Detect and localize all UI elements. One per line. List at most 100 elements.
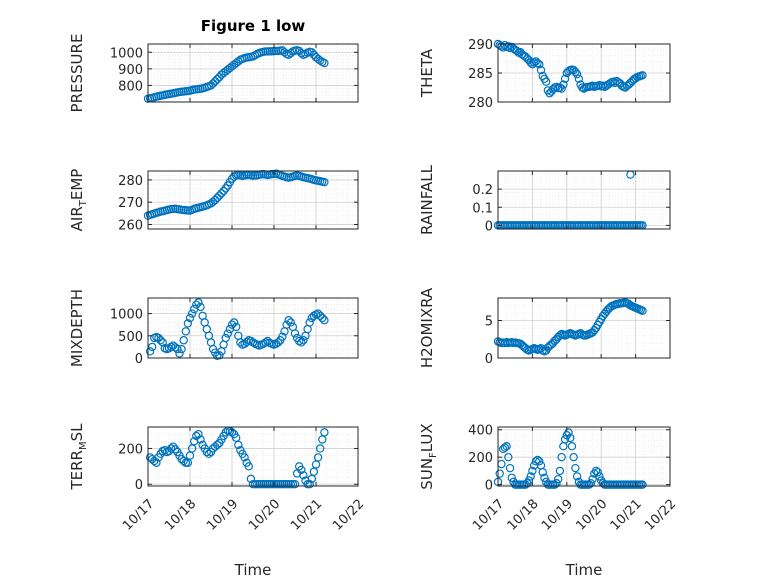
- data-point: [593, 468, 602, 477]
- data-point: [305, 480, 314, 489]
- data-point: [318, 313, 327, 323]
- data-point: [181, 327, 190, 336]
- y-tick-label: 900: [118, 63, 143, 78]
- y-tick-label: 280: [468, 96, 493, 111]
- x-tick-label: 10/17: [470, 497, 507, 534]
- data-point: [213, 74, 222, 84]
- data-point: [152, 458, 161, 467]
- data-point: [502, 442, 511, 451]
- data-point: [500, 443, 510, 452]
- axes-box: [147, 43, 359, 103]
- data-point: [567, 442, 577, 451]
- data-point: [571, 67, 580, 77]
- y-tick-label: 0.1: [472, 201, 493, 216]
- data-point: [566, 433, 575, 443]
- data-point: [320, 58, 329, 68]
- data-point: [297, 48, 306, 58]
- data-point: [183, 319, 193, 328]
- y-tick-label: 800: [118, 79, 143, 94]
- y-axis-label: RAINFALL: [418, 164, 436, 235]
- data-point: [528, 466, 537, 476]
- data-point: [535, 60, 544, 69]
- y-tick-label: 285: [468, 67, 493, 82]
- y-axis-label: SUNFLUX: [418, 423, 439, 489]
- x-tick-label: 10/19: [204, 497, 241, 534]
- x-tick-label: 10/22: [642, 497, 679, 534]
- x-tick-label: 10/19: [539, 497, 576, 534]
- data-point: [217, 189, 226, 198]
- y-tick-label: 0: [485, 219, 493, 234]
- data-point: [221, 428, 230, 437]
- data-point: [305, 318, 314, 327]
- figure-title: Figure 1 low: [201, 17, 306, 35]
- y-tick-label: 200: [468, 451, 493, 466]
- axes-box: [497, 170, 671, 230]
- data-point: [278, 332, 287, 341]
- data-point: [246, 474, 256, 484]
- axes-box: [497, 426, 671, 487]
- data-point: [171, 445, 180, 454]
- data-point: [202, 447, 211, 457]
- data-point: [196, 435, 205, 444]
- x-tick-label: 10/18: [505, 497, 542, 534]
- data-point: [154, 333, 163, 343]
- axes-background: [498, 427, 670, 486]
- y-tick-label: 290: [468, 38, 493, 53]
- data-point: [552, 479, 561, 488]
- data-point: [504, 452, 513, 462]
- axes-box: [147, 297, 359, 359]
- data-point: [524, 476, 534, 485]
- data-point: [246, 336, 256, 346]
- data-point: [557, 452, 566, 462]
- data-point: [320, 428, 329, 437]
- axes-background: [498, 171, 670, 229]
- data-point: [569, 452, 578, 462]
- data-point: [316, 311, 325, 320]
- data-point: [495, 469, 504, 478]
- data-point: [595, 472, 604, 481]
- data-point: [507, 473, 516, 482]
- subplot-air-temp: 260 270 280 AIRTEMP: [68, 169, 359, 234]
- y-tick-label: 280: [118, 174, 143, 189]
- subplot-rainfall: 0 0.1 0.2 RAINFALL: [418, 164, 671, 235]
- data-point: [320, 177, 329, 187]
- data-point: [538, 468, 547, 477]
- data-point: [286, 318, 295, 327]
- data-point: [638, 480, 647, 489]
- y-tick-label: 0: [485, 479, 493, 494]
- data-point: [187, 309, 197, 318]
- data-point: [194, 429, 203, 439]
- x-tick-label: 10/22: [330, 497, 367, 534]
- data-point: [533, 58, 542, 68]
- data-point: [210, 195, 220, 205]
- data-point: [259, 339, 268, 348]
- y-tick-label: 500: [118, 330, 143, 345]
- data-point: [307, 48, 316, 57]
- x-tick-label: 10/20: [573, 497, 610, 534]
- data-point: [164, 344, 174, 353]
- x-tick-label: 10/18: [162, 497, 199, 534]
- data-point: [168, 442, 178, 451]
- y-axis-label: THETA: [418, 48, 436, 98]
- subplot-theta: 280 285 290 THETA: [418, 38, 671, 111]
- data-point: [313, 309, 323, 318]
- data-point: [158, 338, 167, 347]
- data-point: [309, 311, 319, 320]
- subplot-terr-msl: 0 200 10/17 10/18 10/19 10/20 10/21 10/22 Time TE…: [68, 423, 367, 579]
- data-point: [526, 472, 535, 481]
- data-point: [215, 191, 224, 200]
- data-point: [290, 329, 300, 338]
- data-point: [557, 84, 566, 93]
- y-tick-label: 1000: [110, 308, 143, 323]
- data-point: [145, 347, 155, 356]
- data-point: [555, 466, 565, 476]
- data-point: [196, 302, 205, 312]
- data-point: [179, 336, 188, 345]
- y-axis-label: AIRTEMP: [68, 169, 89, 232]
- data-point: [297, 465, 306, 475]
- data-point: [213, 440, 222, 450]
- data-point: [529, 58, 539, 67]
- data-point: [540, 473, 549, 482]
- x-tick-label: 10/20: [246, 497, 283, 534]
